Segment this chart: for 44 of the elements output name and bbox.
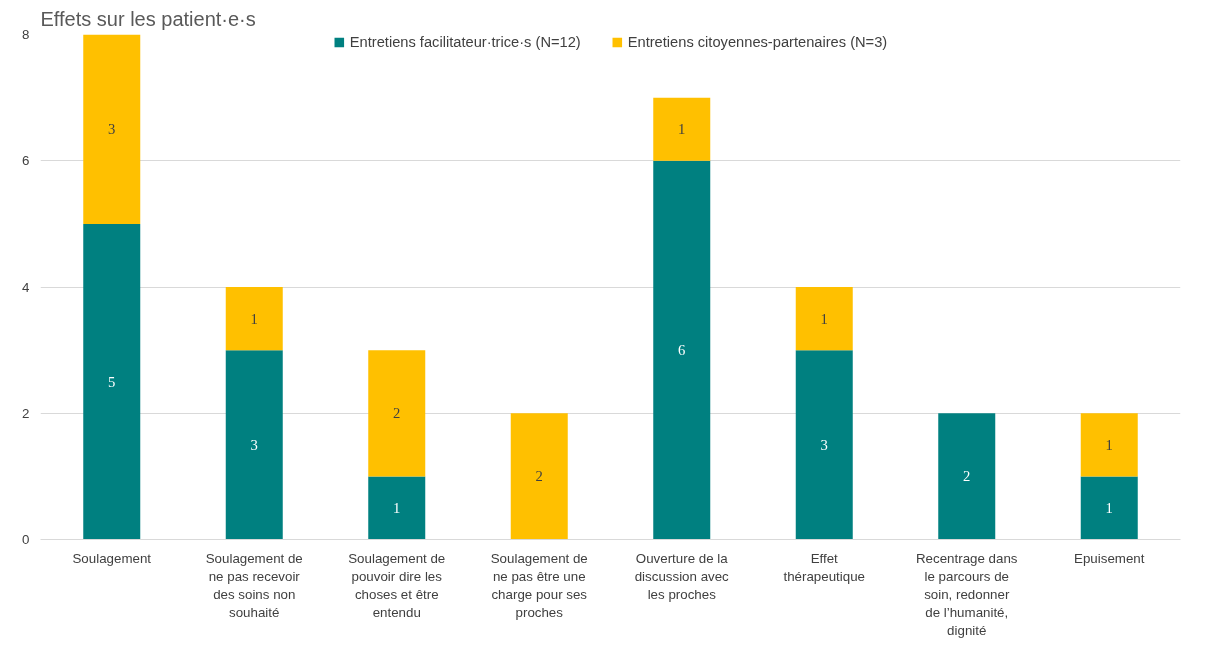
data-label: 3 [108, 121, 116, 138]
data-label: 3 [820, 436, 828, 453]
x-tick-label: Soulagement de ne pas être une charge pour ses proches [490, 550, 588, 620]
x-tick-label: Epuisement [1074, 550, 1145, 566]
bar [83, 223, 141, 540]
y-tick-label: 4 [22, 279, 31, 295]
bar [938, 413, 996, 540]
x-tick-label: Effet thérapeutique [783, 550, 866, 584]
bar [83, 34, 141, 224]
data-label: 5 [108, 373, 116, 390]
x-tick-label: Ouverture de la discussion avec les proches [634, 550, 730, 602]
bar [653, 160, 711, 540]
x-tick-label: Soulagement de pouvoir dire les choses et être entendu [348, 550, 446, 620]
data-label: 1 [820, 310, 828, 327]
y-tick-label: 8 [22, 27, 30, 42]
y-tick-label: 6 [22, 153, 30, 169]
bar [653, 97, 711, 161]
x-tick-label: Soulagement de ne pas recevoir des soins non souhaité [205, 550, 303, 620]
data-label: 1 [1105, 499, 1113, 516]
data-label: 1 [250, 310, 258, 327]
bar [225, 287, 283, 351]
data-label: 2 [393, 405, 401, 422]
bar [1080, 476, 1138, 540]
x-tick-label: Soulagement [72, 550, 152, 566]
bar [795, 287, 853, 351]
legend-label: Entretiens citoyennes-partenaires (N=3) [627, 34, 888, 50]
bar [225, 350, 283, 540]
data-label: 1 [678, 121, 686, 138]
bar [510, 413, 568, 540]
bar [368, 350, 426, 477]
bar [1080, 413, 1138, 477]
y-tick-label: 2 [22, 405, 30, 421]
y-tick-label: 0 [22, 532, 30, 547]
data-label: 1 [1105, 436, 1113, 453]
legend-label: Entretiens facilitateur·trice·s (N=12) [349, 34, 581, 50]
data-label: 2 [963, 468, 971, 485]
chart-title: Effets sur les patient·e·s [40, 7, 256, 30]
x-tick-label: Recentrage dans le parcours de soin, redonner de l’humanité, dignité [916, 550, 1018, 638]
bar [795, 350, 853, 540]
bar [368, 476, 426, 540]
data-label: 3 [250, 436, 258, 453]
data-label: 6 [678, 342, 686, 359]
data-label: 1 [393, 499, 401, 516]
data-label: 2 [535, 468, 543, 485]
